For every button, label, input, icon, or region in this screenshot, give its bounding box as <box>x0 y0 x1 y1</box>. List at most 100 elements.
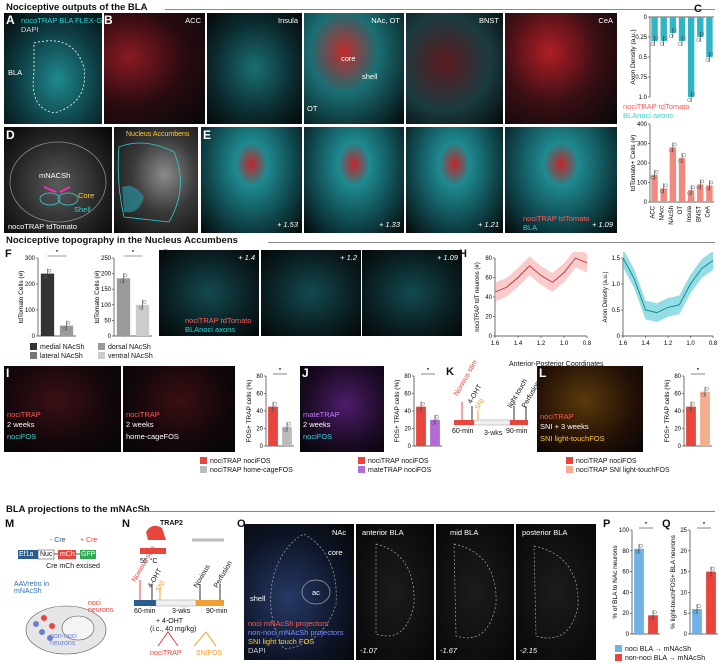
section-title-2: Nociceptive topography in the Nucleus Ac… <box>6 235 238 246</box>
panel-M-minuscre: - Cre <box>50 537 66 544</box>
series-line <box>494 257 588 293</box>
chart-Q: 0 5 10 15 20 25% light-touchFOS+ BLA neurons * <box>670 522 718 638</box>
panel-L-c: SNI light-touchFOS <box>540 434 605 443</box>
panel-E-0-label: + 1.53 <box>276 220 298 229</box>
sig-star: * <box>644 522 648 529</box>
panel-M-excised: Cre mCh excised <box>46 563 100 570</box>
bar-0 <box>116 278 131 336</box>
bar-1 <box>660 188 667 202</box>
data-point <box>650 175 655 180</box>
data-point <box>654 169 659 174</box>
x-tick-label: 1.2 <box>537 341 546 347</box>
panel-N-dose2: (i.c., 40 mg/kg) <box>150 626 197 633</box>
y-tick-label: 20 <box>256 427 263 433</box>
y-tick-label: 0 <box>408 444 412 450</box>
panel-E-2-label: + 1.21 <box>477 220 499 229</box>
data-point <box>421 401 425 406</box>
legend-I-1: nociTRAP nociFOS <box>200 457 271 465</box>
sig-star: * <box>55 250 59 257</box>
y-tick-label: 1.5 <box>612 256 621 262</box>
legend-J-1-text: nociTRAP nociFOS <box>368 458 429 465</box>
y-axis-label: tdTomato Cells (#) <box>18 271 25 324</box>
panel-D-caption: nocoTRAP tdTomato <box>8 222 78 231</box>
data-point <box>654 36 659 40</box>
panel-E-legend-1: nociTRAP tdTomato <box>523 214 590 223</box>
series-line <box>622 257 714 314</box>
legend-F-2: lateral NAcSh <box>30 352 83 360</box>
panel-I1-a: nociTRAP <box>7 410 41 419</box>
data-point <box>700 32 705 36</box>
section-rule <box>138 511 715 512</box>
y-tick-label: 150 <box>101 287 112 293</box>
panel-D-inset-label: Nucleus Accumbens <box>126 131 190 138</box>
y-tick-label: 60 <box>256 392 263 398</box>
panel-E-1-label: + 1.33 <box>378 220 400 229</box>
legend-J-1: nociTRAP nociFOS <box>358 457 429 465</box>
sig-star: * <box>702 522 706 529</box>
y-axis-label: % light-touchFOS+ BLA neurons <box>670 534 677 629</box>
x-tick-label: NAcc <box>660 206 666 220</box>
panel-M-noci: noci neurons <box>88 600 114 614</box>
data-point <box>650 42 655 46</box>
panel-O-title-2: anterior BLA <box>362 528 404 537</box>
data-point <box>269 407 273 412</box>
panel-L-b: SNI + 3 weeks <box>540 422 589 431</box>
x-tick-label: 1.2 <box>664 341 673 347</box>
y-tick-label: 60 <box>404 392 411 398</box>
panel-B-ot: OT <box>307 104 318 113</box>
sig-star: * <box>426 368 430 375</box>
panel-A-label-1: nocoTRAP BLA FLEX-GFP <box>21 16 102 25</box>
data-point <box>635 549 639 554</box>
panel-O-coord-2: -1.67 <box>440 646 458 655</box>
y-tick-label: 50 <box>104 318 111 324</box>
panel-D-image: mNACSh Core Shell nocoTRAP tdTomato <box>4 127 112 233</box>
legend-J-2-text: mateTRAP nociFOS <box>368 467 432 474</box>
panel-N-d2: 3-wks <box>172 608 191 615</box>
bar-1 <box>648 615 658 634</box>
data-point <box>283 427 287 432</box>
bar-2 <box>669 17 677 33</box>
y-tick-label: 25 <box>680 528 687 534</box>
y-tick-label: 300 <box>25 256 36 262</box>
x-tick-label: 1.0 <box>686 341 695 347</box>
chart-C-tdtomato-cells: 0 100 200 300 400 tdTomato+ Cells (#) ACC NAcc N… <box>630 122 714 225</box>
legend-F-4: ventral NAcSh <box>98 352 153 360</box>
panel-B-4-label: CeA <box>598 16 613 25</box>
y-axis-label: Axon Density (a.u.) <box>630 29 637 84</box>
data-point <box>697 604 701 608</box>
panel-letter: H <box>459 248 467 260</box>
panel-D-core: Core <box>78 191 95 200</box>
legend-I-2-text: nociTRAP home-cageFOS <box>210 467 293 474</box>
panel-K-timeline <box>454 402 528 426</box>
y-tick-label: 40 <box>674 409 681 415</box>
y-tick-label: 40 <box>485 295 492 301</box>
chart-H-axon-density: 0 0.5 1.0 1.5 1.6 1.4 1.2 1.0 0.8 Axon Density (a… <box>603 252 718 347</box>
panel-H-xlabel: Anterior-Posterior Coordinates <box>509 361 604 368</box>
y-tick-label: 0 <box>489 334 493 340</box>
bar-5 <box>697 17 704 37</box>
data-point <box>669 34 673 38</box>
panel-M-pluscre: + Cre <box>80 537 98 544</box>
legend-L-2: nociTRAP SNI light-touchFOS <box>566 466 670 474</box>
y-tick-label: 20 <box>404 427 411 433</box>
panel-I2-b: 2 weeks <box>126 420 154 429</box>
legend-I-2: nociTRAP home-cageFOS <box>200 466 293 474</box>
y-axis-label: tdTomato Cells (#) <box>94 271 101 324</box>
panel-letter: E <box>203 128 212 142</box>
y-tick-label: 20 <box>485 315 492 321</box>
y-tick-label: 0 <box>617 334 621 340</box>
y-axis-label: FOS+ TRAP cells (%) <box>246 380 253 443</box>
panel-letter: N <box>122 518 130 530</box>
panel-J-c: nociFOS <box>303 432 333 441</box>
y-tick-label: 10 <box>680 590 687 596</box>
legend-F-2-text: lateral NAcSh <box>40 353 83 360</box>
data-point <box>691 401 695 406</box>
panel-letter: F <box>5 248 12 260</box>
y-tick-label: 40 <box>404 409 411 415</box>
data-point <box>287 421 291 426</box>
panel-letter: J <box>302 366 309 380</box>
y-tick-label: 40 <box>622 590 629 596</box>
data-point <box>653 610 657 615</box>
